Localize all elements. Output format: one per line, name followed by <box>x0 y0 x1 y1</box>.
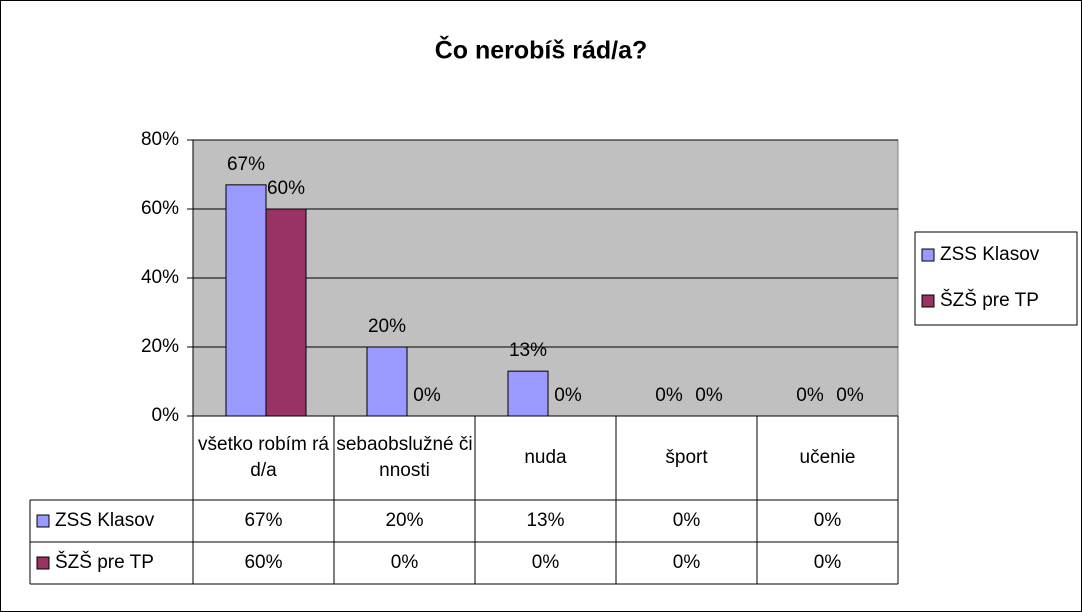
category-label-box: všetko robím rád/a <box>198 434 329 481</box>
y-tick-label: 20% <box>141 336 179 357</box>
row-label: ZSS Klasov <box>55 510 155 531</box>
legend-key <box>921 248 935 262</box>
category-label: šport <box>665 447 708 468</box>
data-label: 60% <box>267 178 305 199</box>
data-label: 20% <box>368 316 406 337</box>
table-value: 20% <box>385 510 423 531</box>
bar <box>507 370 549 417</box>
y-tick-label: 40% <box>141 267 179 288</box>
data-label: 0% <box>554 385 582 406</box>
legend-key <box>921 294 935 308</box>
table-value: 0% <box>814 510 842 531</box>
data-label: 0% <box>413 385 441 406</box>
category-label: všetko robím rád/a <box>198 434 329 481</box>
row-label: ŠZŠ pre TP <box>55 551 154 573</box>
category-label: sebaobslužné činnosti <box>336 434 473 481</box>
legend-label: ŠZŠ pre TP <box>940 289 1039 311</box>
table-value: 0% <box>673 552 701 573</box>
category-label: nuda <box>524 447 567 468</box>
data-label: 0% <box>836 385 864 406</box>
table-value: 67% <box>244 510 282 531</box>
legend-key <box>36 514 50 528</box>
table-value: 0% <box>673 510 701 531</box>
category-label-box: nuda <box>524 447 567 468</box>
category-label-box: šport <box>665 447 708 468</box>
y-tick-label: 0% <box>152 405 180 426</box>
category-label-box: učenie <box>799 447 856 468</box>
category-label: učenie <box>799 447 856 468</box>
data-label: 13% <box>509 340 547 361</box>
category-label-box: sebaobslužné činnosti <box>336 434 473 481</box>
bar <box>366 346 408 417</box>
chart-title: Čo nerobíš rád/a? <box>435 35 648 65</box>
bar <box>265 208 307 417</box>
table-value: 0% <box>532 552 560 573</box>
data-label: 0% <box>796 385 824 406</box>
table-value: 0% <box>391 552 419 573</box>
table-value: 60% <box>244 552 282 573</box>
legend-key <box>36 556 50 570</box>
legend-label: ZSS Klasov <box>940 244 1040 265</box>
data-label: 0% <box>655 385 683 406</box>
data-label: 67% <box>227 154 265 175</box>
y-tick-label: 60% <box>141 198 179 219</box>
bar <box>225 184 267 417</box>
data-label: 0% <box>695 385 723 406</box>
legend <box>914 231 1078 326</box>
table-value: 0% <box>814 552 842 573</box>
table-value: 13% <box>526 510 564 531</box>
y-tick-label: 80% <box>141 129 179 150</box>
